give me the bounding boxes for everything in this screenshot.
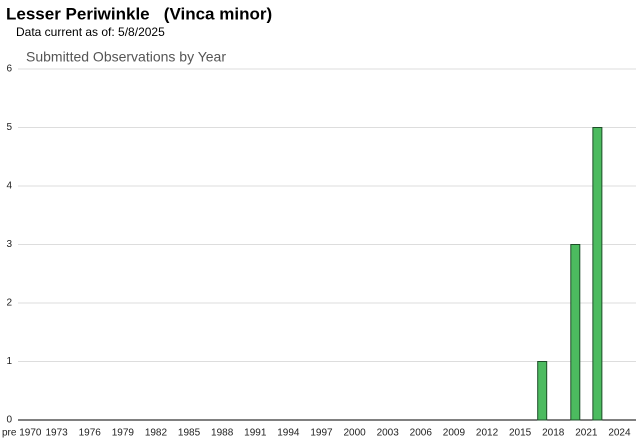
x-tick-label: 2006 [410,428,433,439]
y-tick-label: 1 [6,356,12,367]
bar [592,127,603,421]
y-tick-label: 5 [6,122,12,133]
bar [537,361,548,421]
bar [570,244,581,421]
x-tick-label: 2012 [476,428,499,439]
x-tick-label: 2000 [343,428,366,439]
x-tick-label: 1991 [244,428,267,439]
x-tick-label: 1979 [112,428,135,439]
page-title: Lesser Periwinkle (Vinca minor) [6,4,272,23]
x-tick-label: pre 1970 [2,428,42,439]
x-tick-label: 1976 [79,428,102,439]
x-tick-label: 2003 [377,428,400,439]
x-tick-label: 1985 [178,428,201,439]
x-tick-label: 2021 [575,428,598,439]
y-tick-label: 3 [6,239,12,250]
x-tick-label: 2009 [443,428,466,439]
x-tick-label: 1973 [46,428,69,439]
y-tick-label: 6 [6,64,12,75]
x-tick-label: 1997 [310,428,333,439]
y-tick-label: 4 [6,181,12,192]
subtitle: Data current as of: 5/8/2025 [16,25,165,39]
chart-title: Submitted Observations by Year [26,49,226,65]
x-tick-label: 1988 [211,428,234,439]
y-tick-label: 2 [6,298,12,309]
x-tick-label: 2024 [608,428,631,439]
x-tick-label: 2015 [509,428,532,439]
x-tick-label: 2018 [542,428,565,439]
x-tick-label: 1994 [277,428,300,439]
y-tick-label: 0 [6,415,12,426]
x-tick-label: 1982 [145,428,168,439]
